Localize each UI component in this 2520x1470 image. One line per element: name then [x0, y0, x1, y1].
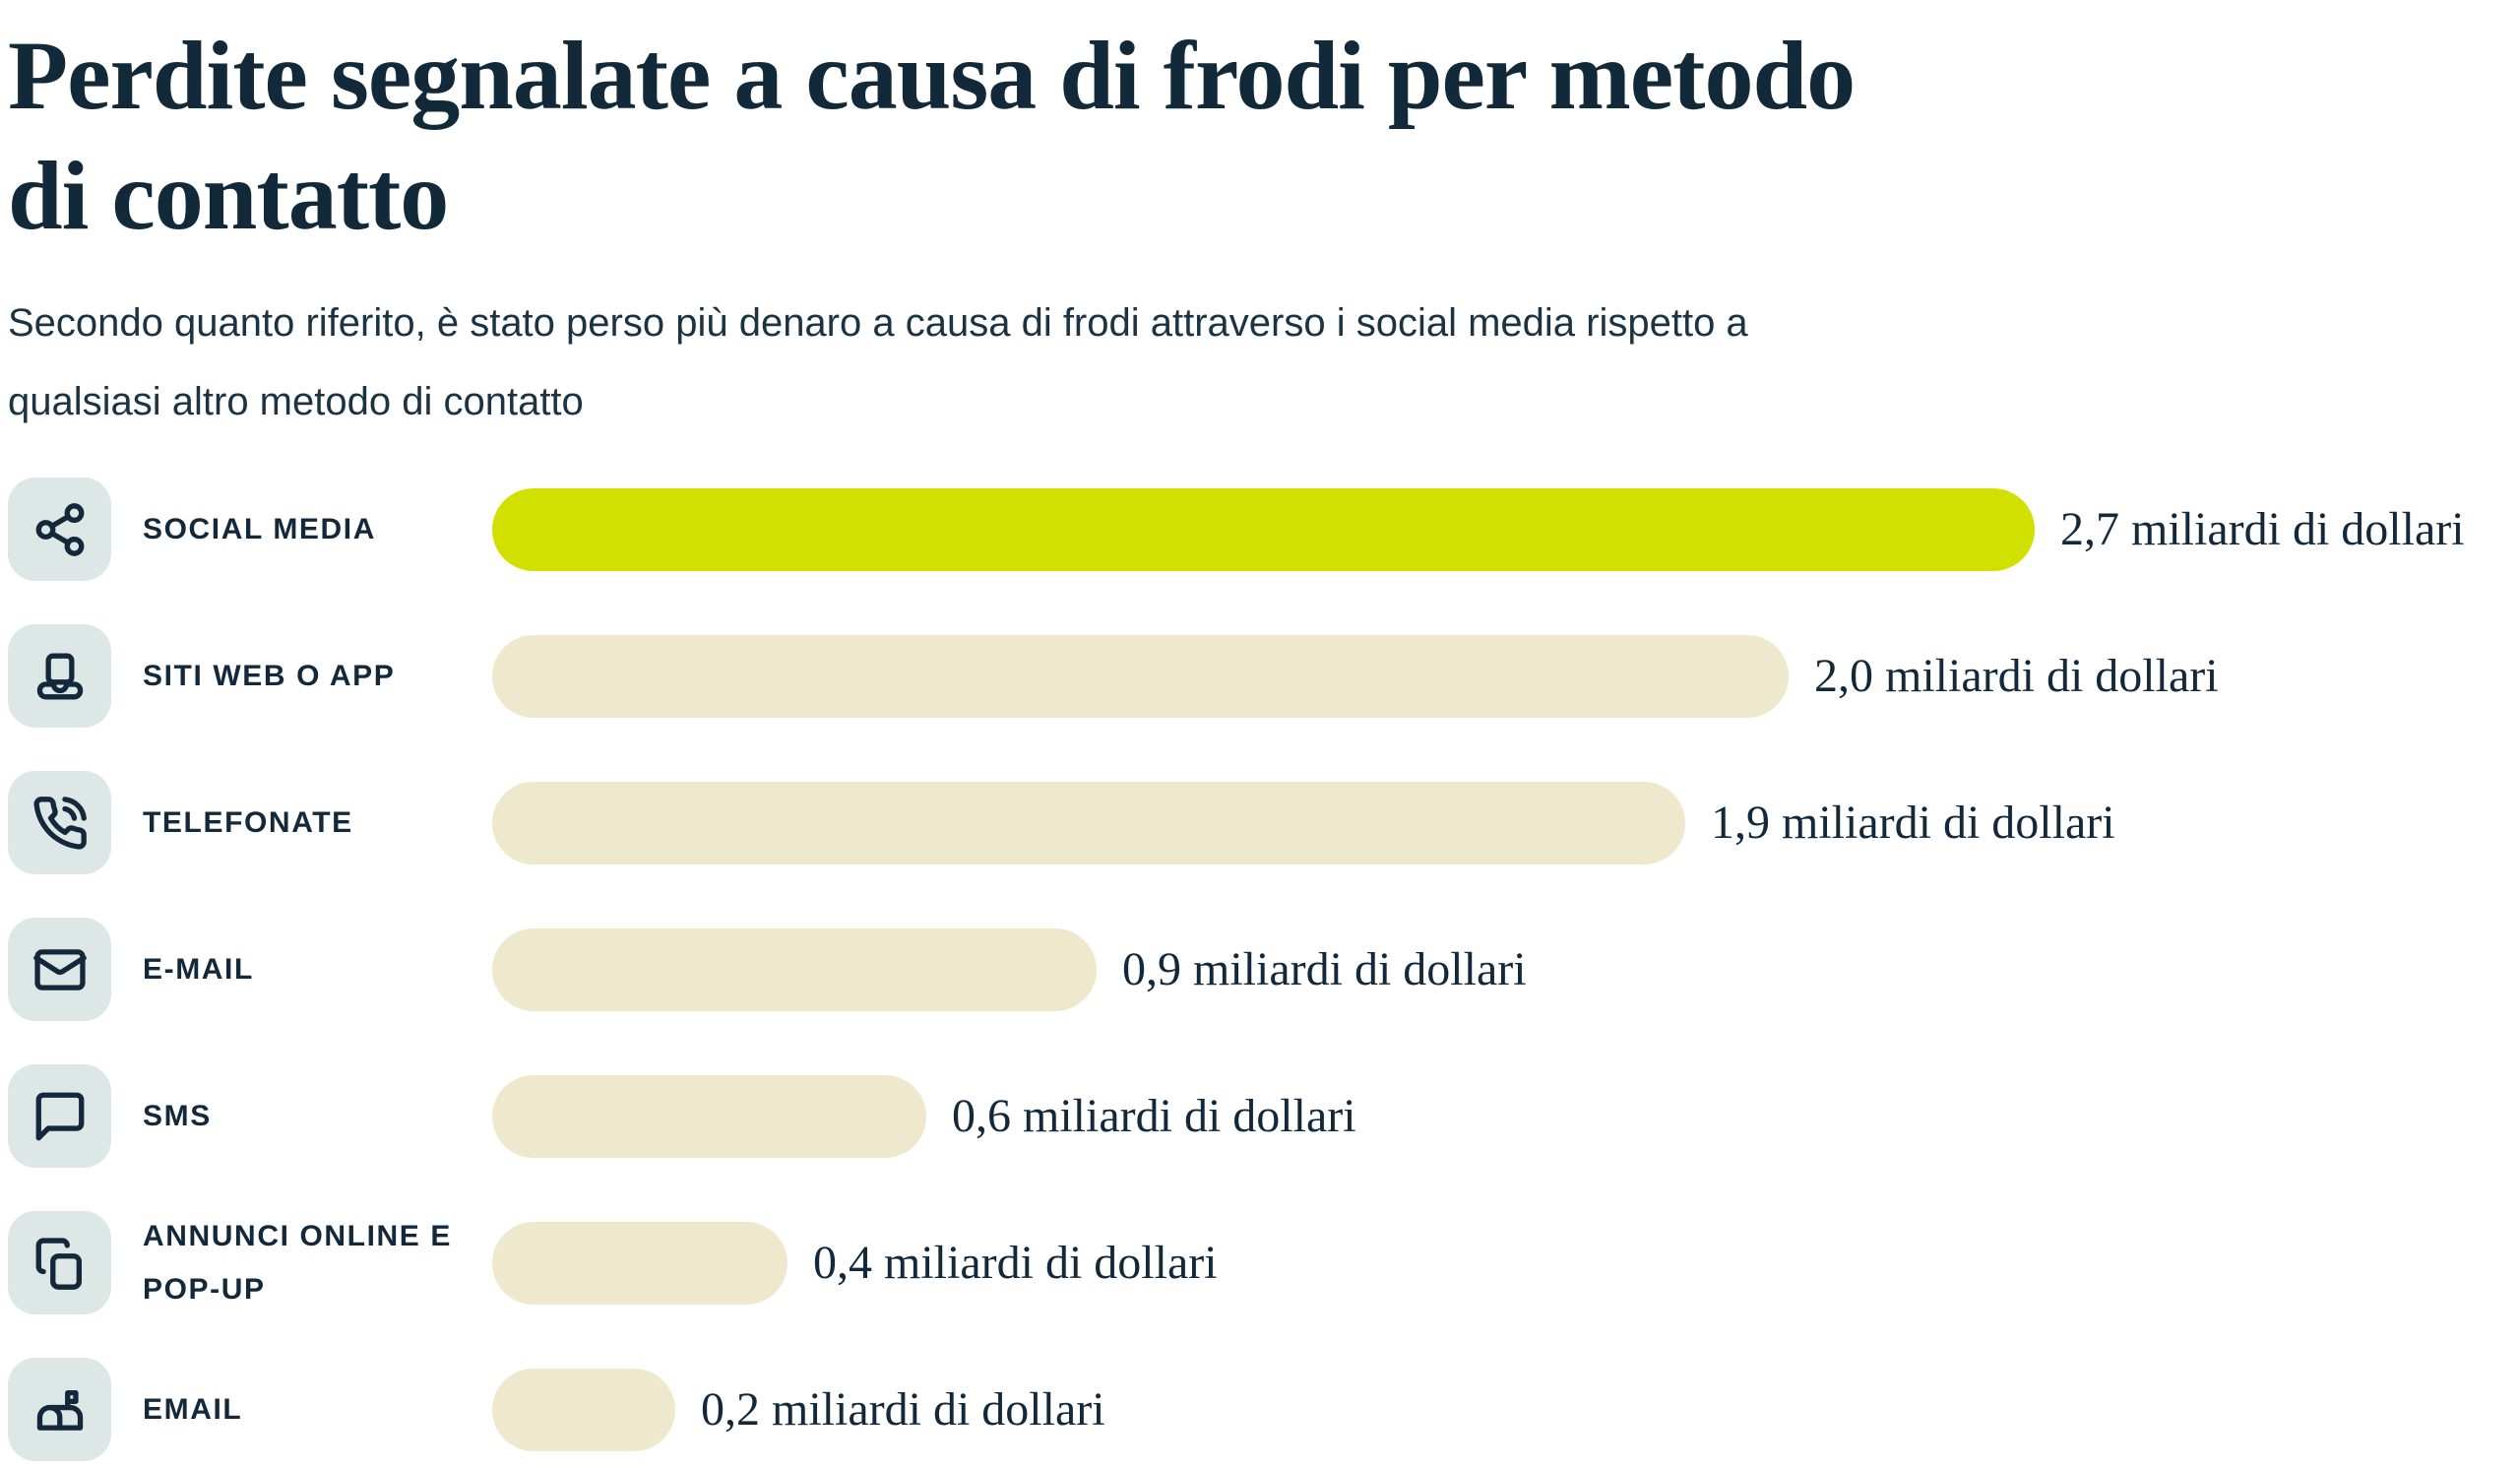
value-label: 0,6 miliardi di dollari [952, 1090, 1356, 1142]
value-bar [492, 1221, 788, 1305]
page-title: Perdite segnalate a causa di frodi per m… [8, 16, 2512, 256]
value-label: 2,0 miliardi di dollari [1814, 650, 2219, 702]
value-bar [492, 1074, 926, 1158]
bar-area: 2,0 miliardi di dollari [492, 634, 2512, 718]
category-label: TELEFONATE [143, 805, 353, 839]
page-subtitle: Secondo quanto riferito, è stato perso p… [8, 284, 2512, 441]
chart-row: E-MAIL 0,9 miliardi di dollari [8, 918, 2512, 1021]
page-subtitle-line-1: Secondo quanto riferito, è stato perso p… [8, 301, 1748, 345]
category-label: E-MAIL [143, 952, 254, 986]
chart-row: SOCIAL MEDIA 2,7 miliardi di dollari [8, 478, 2512, 581]
bar-area: 0,2 miliardi di dollari [492, 1368, 2512, 1451]
mail-icon [8, 918, 111, 1021]
mailbox-icon [8, 1358, 111, 1461]
category-label: EMAIL [143, 1392, 243, 1426]
page-subtitle-line-2: qualsiasi altro metodo di contatto [8, 380, 584, 423]
value-bar-highlighted [492, 487, 2035, 571]
category-label: ANNUNCI ONLINE E POP-UP [143, 1219, 452, 1306]
bar-area: 0,4 miliardi di dollari [492, 1221, 2512, 1305]
chart-row: SMS 0,6 miliardi di dollari [8, 1064, 2512, 1168]
bar-area: 2,7 miliardi di dollari [492, 487, 2512, 571]
fraud-losses-infographic: Perdite segnalate a causa di frodi per m… [0, 16, 2512, 1461]
value-bar [492, 781, 1685, 864]
value-bar [492, 634, 1789, 718]
message-square-icon [8, 1064, 111, 1168]
value-label: 0,4 miliardi di dollari [813, 1237, 1218, 1289]
phone-call-icon [8, 771, 111, 874]
category-label: SITI WEB O APP [143, 659, 396, 692]
bar-area: 0,9 miliardi di dollari [492, 927, 2512, 1011]
chart-row: EMAIL 0,2 miliardi di dollari [8, 1358, 2512, 1461]
value-bar [492, 1368, 675, 1451]
value-label: 0,2 miliardi di dollari [701, 1383, 1105, 1436]
chart-row: ANNUNCI ONLINE E POP-UP 0,4 miliardi di d… [8, 1211, 2512, 1314]
value-bar [492, 927, 1097, 1011]
bar-area: 1,9 miliardi di dollari [492, 781, 2512, 864]
value-label: 0,9 miliardi di dollari [1122, 943, 1527, 995]
chart-row: TELEFONATE 1,9 miliardi di dollari [8, 771, 2512, 874]
share-icon [8, 478, 111, 581]
bar-chart: SOCIAL MEDIA 2,7 miliardi di dollari SITI … [8, 478, 2512, 1461]
page-title-line-1: Perdite segnalate a causa di frodi per m… [8, 21, 1856, 130]
bar-area: 0,6 miliardi di dollari [492, 1074, 2512, 1158]
category-label: SOCIAL MEDIA [143, 512, 376, 545]
copy-icon [8, 1211, 111, 1314]
chart-row: SITI WEB O APP 2,0 miliardi di dollari [8, 624, 2512, 728]
laptop-icon [8, 624, 111, 728]
page-title-line-2: di contatto [8, 141, 449, 250]
value-label: 2,7 miliardi di dollari [2060, 503, 2465, 555]
category-label: SMS [143, 1099, 212, 1132]
value-label: 1,9 miliardi di dollari [1711, 797, 2115, 849]
